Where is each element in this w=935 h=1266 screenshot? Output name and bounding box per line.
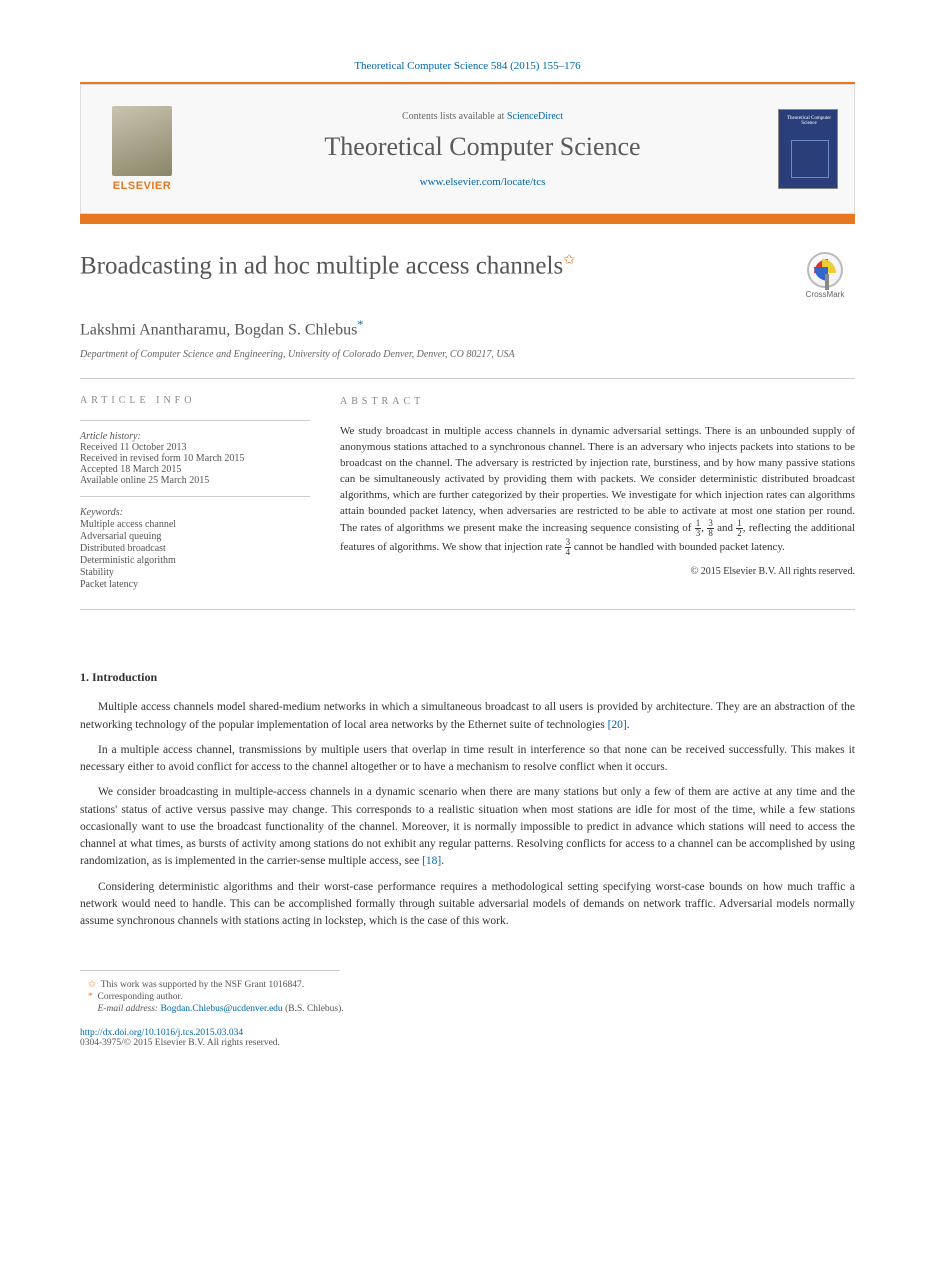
- section-heading: 1. Introduction: [80, 670, 855, 685]
- affiliation: Department of Computer Science and Engin…: [80, 349, 855, 360]
- keyword: Deterministic algorithm: [80, 555, 310, 566]
- footnote: * Corresponding author.: [80, 992, 340, 1002]
- keyword: Distributed broadcast: [80, 543, 310, 554]
- title-footnote-mark: ✩: [563, 253, 575, 268]
- rights-line: 0304-3975/© 2015 Elsevier B.V. All right…: [80, 1038, 855, 1048]
- abstract-text: We study broadcast in multiple access ch…: [340, 424, 855, 558]
- doi-link[interactable]: http://dx.doi.org/10.1016/j.tcs.2015.03.…: [80, 1028, 243, 1038]
- cover-label: Theoretical Computer Science: [783, 116, 835, 126]
- copyright: © 2015 Elsevier B.V. All rights reserved…: [340, 565, 855, 580]
- keyword: Adversarial queuing: [80, 531, 310, 542]
- header-orange-bar: [80, 214, 855, 224]
- keyword: Stability: [80, 567, 310, 578]
- divider: [80, 378, 855, 379]
- footnote: E-mail address: Bogdan.Chlebus@ucdenver.…: [80, 1004, 780, 1014]
- paragraph: We consider broadcasting in multiple-acc…: [80, 784, 855, 870]
- history-label: Article history:: [80, 431, 310, 442]
- authors: Lakshmi Anantharamu, Bogdan S. Chlebus*: [80, 317, 855, 339]
- citation-ref[interactable]: [20]: [608, 719, 627, 731]
- publisher-name: ELSEVIER: [113, 180, 171, 192]
- journal-header: ELSEVIER Contents lists available at Sci…: [80, 84, 855, 214]
- citation-link[interactable]: Theoretical Computer Science 584 (2015) …: [354, 60, 580, 72]
- online-date: Available online 25 March 2015: [80, 475, 310, 486]
- footnote: ✩ This work was supported by the NSF Gra…: [80, 979, 340, 990]
- journal-cover-thumb[interactable]: Theoretical Computer Science: [778, 109, 838, 189]
- citation-bar: Theoretical Computer Science 584 (2015) …: [80, 60, 855, 82]
- abstract-heading: ABSTRACT: [340, 395, 855, 410]
- page-footer: http://dx.doi.org/10.1016/j.tcs.2015.03.…: [80, 1028, 855, 1048]
- paragraph: Considering deterministic algorithms and…: [80, 879, 855, 931]
- paragraph: In a multiple access channel, transmissi…: [80, 742, 855, 777]
- keywords-list: Multiple access channel Adversarial queu…: [80, 519, 310, 590]
- body-text: Multiple access channels model shared-me…: [80, 699, 855, 930]
- received-date: Received 11 October 2013: [80, 442, 310, 453]
- accepted-date: Accepted 18 March 2015: [80, 464, 310, 475]
- elsevier-tree-icon: [112, 106, 172, 176]
- keyword: Multiple access channel: [80, 519, 310, 530]
- contents-line: Contents lists available at ScienceDirec…: [187, 111, 778, 122]
- sciencedirect-link[interactable]: ScienceDirect: [507, 111, 563, 122]
- keywords-label: Keywords:: [80, 507, 310, 518]
- paragraph: Multiple access channels model shared-me…: [80, 699, 855, 734]
- keyword: Packet latency: [80, 579, 310, 590]
- footnotes: ✩ This work was supported by the NSF Gra…: [80, 970, 340, 1014]
- divider: [80, 609, 855, 610]
- article-info: ARTICLE INFO Article history: Received 1…: [80, 395, 310, 591]
- abstract: ABSTRACT We study broadcast in multiple …: [340, 395, 855, 591]
- publisher-logo[interactable]: ELSEVIER: [97, 106, 187, 192]
- journal-locate-link[interactable]: www.elsevier.com/locate/tcs: [420, 176, 546, 188]
- crossmark-badge[interactable]: CrossMark: [795, 252, 855, 299]
- corresponding-mark: *: [357, 317, 363, 331]
- revised-date: Received in revised form 10 March 2015: [80, 453, 310, 464]
- info-heading: ARTICLE INFO: [80, 395, 310, 406]
- citation-ref[interactable]: [18]: [422, 855, 441, 867]
- article-title: Broadcasting in ad hoc multiple access c…: [80, 252, 575, 280]
- journal-name: Theoretical Computer Science: [187, 132, 778, 162]
- email-link[interactable]: Bogdan.Chlebus@ucdenver.edu: [160, 1004, 282, 1014]
